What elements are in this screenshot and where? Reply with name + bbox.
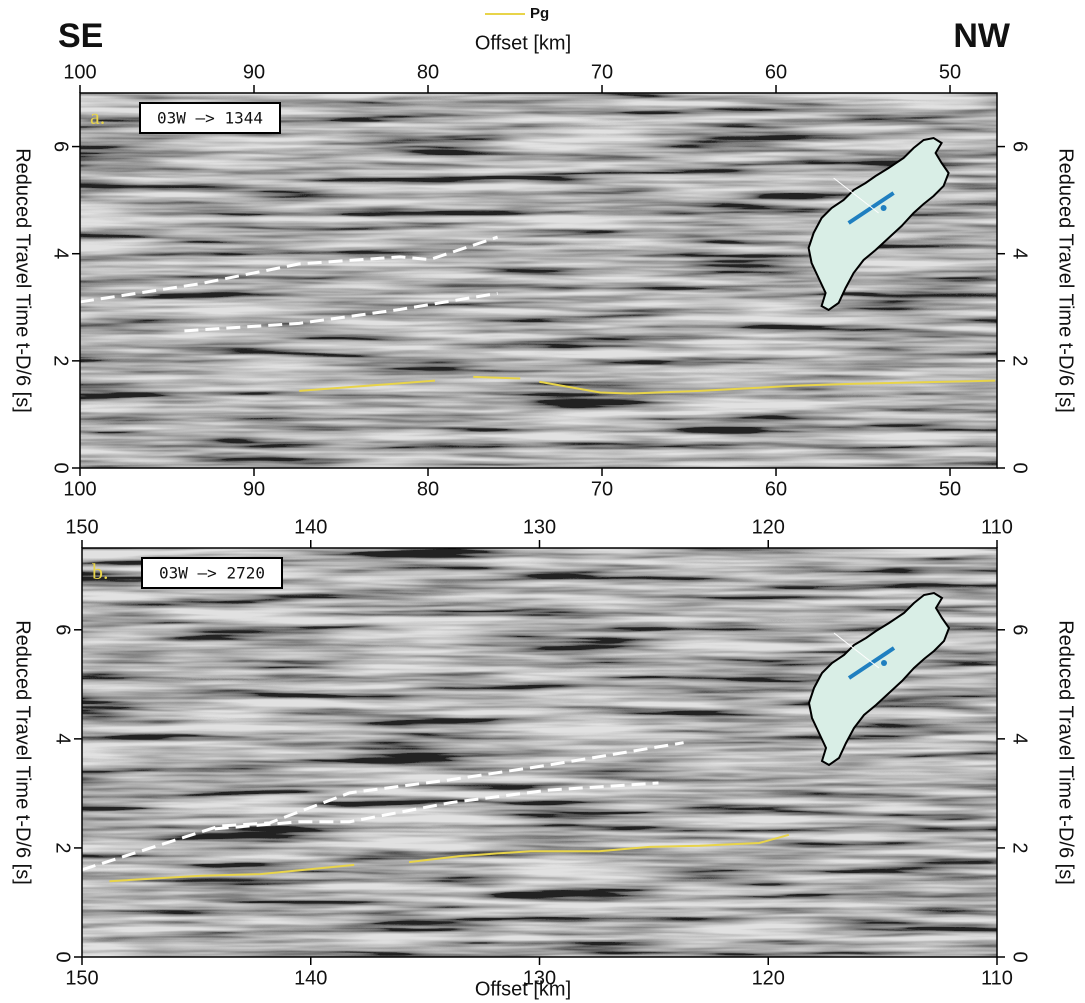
- y-tick-label: 2: [50, 355, 72, 366]
- island-outline: [807, 136, 950, 312]
- y-tick-label: 0: [1009, 462, 1031, 473]
- x-tick-label: 130: [523, 967, 556, 989]
- y-tick-label: 4: [1009, 733, 1031, 744]
- dashed-horizon: [79, 235, 499, 304]
- x-tick-label: 60: [765, 61, 787, 83]
- seismic-texture: [82, 548, 997, 957]
- y-tick-label: 4: [52, 733, 74, 744]
- y-tick-label: 6: [52, 624, 74, 635]
- x-tick-label: 90: [243, 61, 265, 83]
- x-tick-label: 50: [939, 61, 961, 83]
- y-tick-label: 2: [52, 842, 74, 853]
- shot-point: [880, 205, 887, 211]
- dashed-horizon: [81, 741, 684, 872]
- x-tick-label: 110: [981, 967, 1013, 989]
- x-tick-label: 100: [63, 61, 96, 83]
- shot-point: [881, 660, 887, 666]
- corner-label: NW: [953, 17, 1011, 55]
- x-tick-label: 80: [417, 478, 439, 500]
- panel-label: b.: [92, 559, 109, 584]
- frame: [79, 92, 998, 469]
- pg-pick: [539, 379, 996, 395]
- inset-map: [807, 136, 950, 312]
- x-tick-label: 120: [752, 967, 785, 989]
- pg-pick: [299, 379, 436, 392]
- x-tick-label: 90: [243, 478, 265, 500]
- x-tick-label: 130: [523, 516, 556, 538]
- y-tick-label: 6: [1009, 141, 1031, 152]
- x-tick-label: 150: [65, 516, 98, 538]
- pg-pick: [109, 863, 355, 883]
- label-box: [141, 557, 283, 589]
- y-axis-title: Reduced Travel Time t-D/6 [s]: [12, 148, 34, 413]
- y-tick-label: 0: [50, 462, 72, 473]
- x-tick-label: 140: [294, 967, 327, 989]
- island-outline: [807, 591, 951, 767]
- legend-label: Pg: [530, 5, 549, 22]
- y-tick-label: 4: [50, 248, 72, 259]
- x-tick-label: 140: [294, 516, 327, 538]
- profile-line: [847, 646, 896, 680]
- x-tick-label: 60: [765, 478, 787, 500]
- x-axis-title: Offset [km]: [475, 978, 571, 1000]
- x-tick-label: 70: [591, 478, 613, 500]
- panel-label: a.: [90, 104, 105, 129]
- x-tick-label: 100: [63, 478, 96, 500]
- profile-ray: [833, 177, 879, 214]
- x-tick-label: 110: [981, 516, 1013, 538]
- x-tick-label: 150: [65, 967, 98, 989]
- y-tick-label: 0: [52, 951, 74, 962]
- pg-pick: [473, 375, 521, 380]
- y-tick-label: 2: [1009, 842, 1031, 853]
- x-axis-title: Offset [km]: [475, 32, 571, 54]
- box-label: 03W –> 2720: [159, 564, 265, 583]
- y-axis-title: Reduced Travel Time t-D/6 [s]: [1055, 148, 1077, 413]
- box-label: 03W –> 1344: [157, 109, 263, 128]
- x-tick-label: 70: [591, 61, 613, 83]
- inset-map: [807, 591, 951, 767]
- x-tick-label: 120: [752, 516, 785, 538]
- y-tick-label: 6: [50, 141, 72, 152]
- y-tick-label: 6: [1009, 624, 1031, 635]
- corner-label: SE: [58, 17, 103, 55]
- label-box: [139, 102, 281, 134]
- y-tick-label: 4: [1009, 248, 1031, 259]
- y-tick-label: 0: [1009, 951, 1031, 962]
- legend: Pg: [485, 5, 549, 22]
- y-axis-title: Reduced Travel Time t-D/6 [s]: [1055, 620, 1077, 885]
- x-tick-label: 50: [939, 478, 961, 500]
- x-tick-label: 80: [417, 61, 439, 83]
- profile-ray: [833, 632, 880, 669]
- y-axis-title: Reduced Travel Time t-D/6 [s]: [12, 620, 34, 885]
- profile-line: [847, 191, 895, 225]
- y-tick-label: 2: [1009, 355, 1031, 366]
- dashed-horizon: [214, 781, 659, 831]
- pg-pick: [408, 833, 790, 864]
